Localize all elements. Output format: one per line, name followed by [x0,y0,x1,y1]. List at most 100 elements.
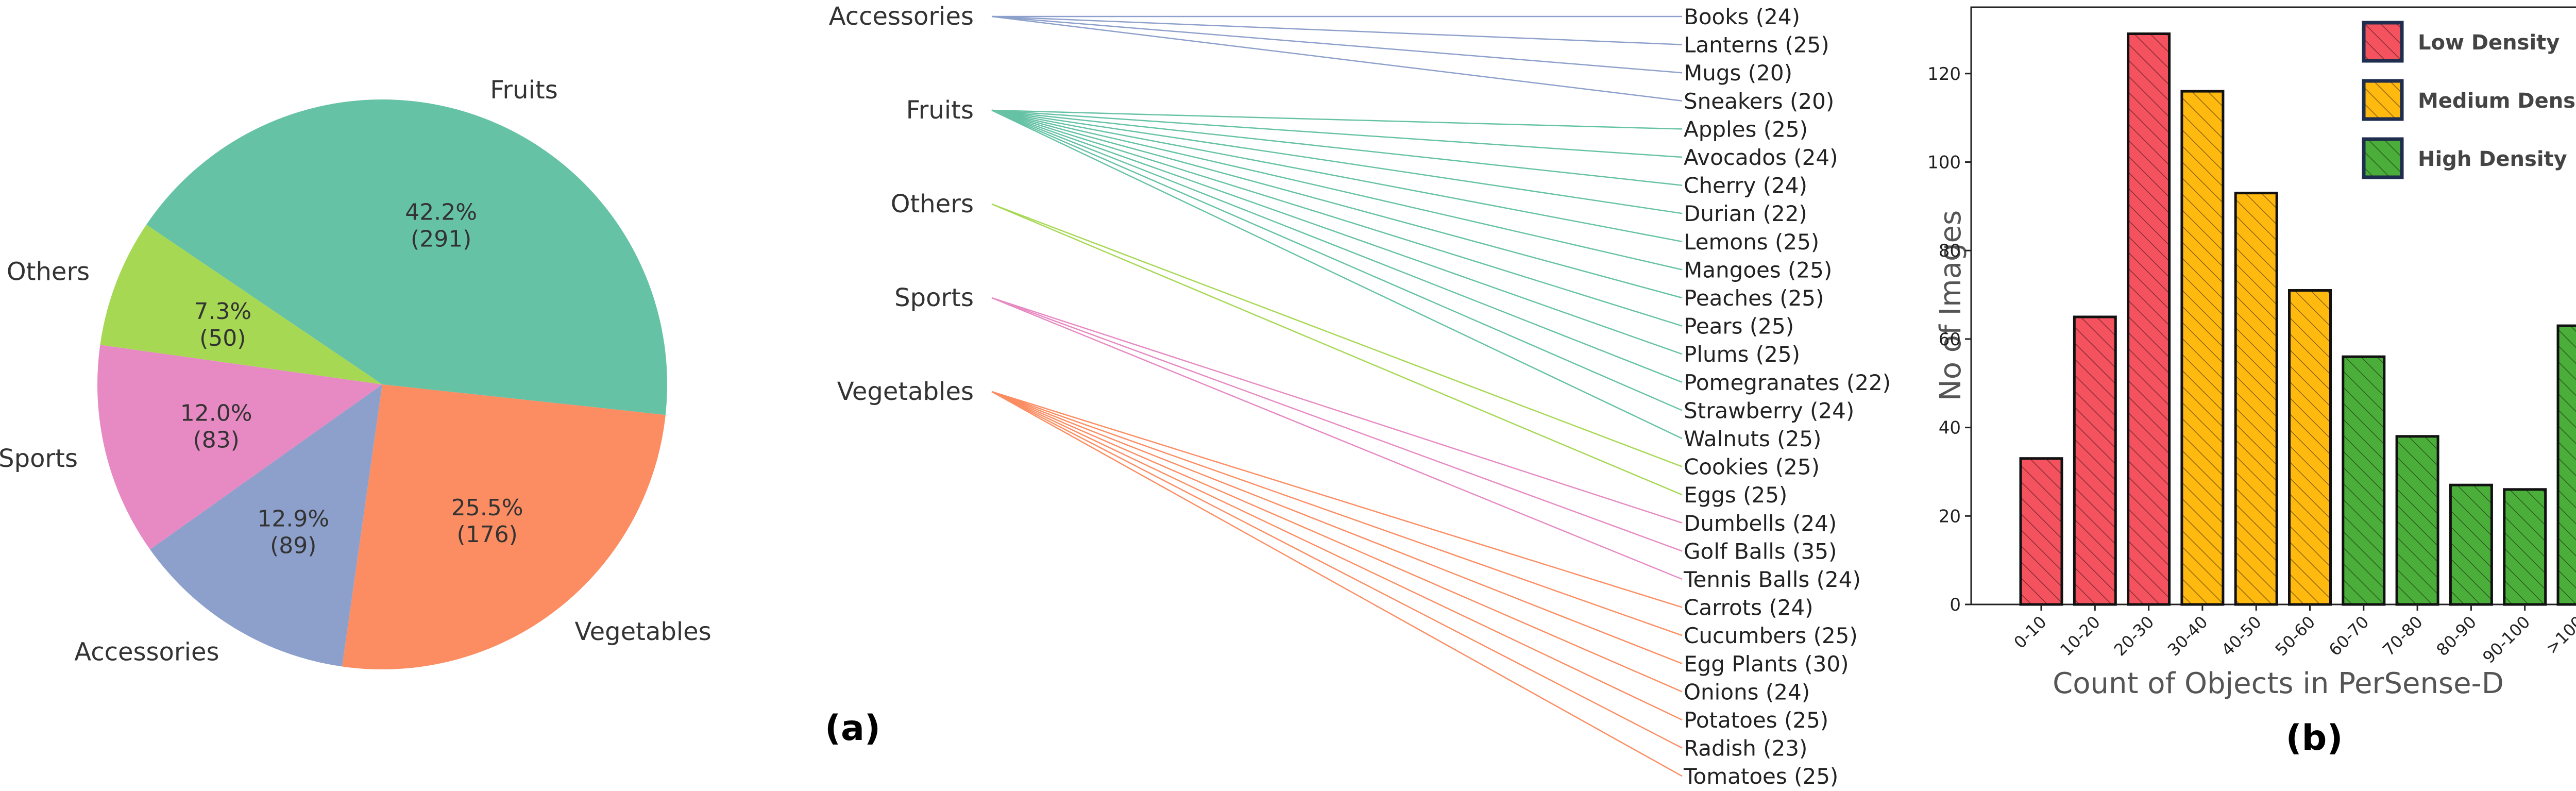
pie-percent-label-sports: 12.0% [180,400,252,427]
mapping-category-sports: Sports [894,283,974,312]
bar-60-70 [2342,355,2386,606]
x-tick-label-10-20: 10-20 [2056,612,2104,660]
x-tick-label-70-80: 70-80 [2379,612,2427,660]
pie-count-label-accessories: (89) [270,532,316,559]
pie-slice-fruits [146,99,667,415]
panel-label-b: (b) [2286,718,2343,759]
bar-100 [2556,324,2576,606]
mapping-item-potatoes-25: Potatoes (25) [1684,708,1828,733]
y-axis-label: No of Images [1934,210,1968,401]
mapping-item-eggs-25: Eggs (25) [1684,482,1787,508]
mapping-item-golf-balls-35: Golf Balls (35) [1684,538,1837,564]
mapping-link-durian-22 [991,109,1683,214]
mapping-item-durian-22: Durian (22) [1684,201,1807,226]
plot-area-frame [1970,6,2576,605]
pie-category-label-accessories: Accessories [74,638,219,667]
mapping-link-onions-24 [991,391,1683,693]
pie-percent-label-others: 7.3% [194,298,251,325]
density-legend: Low Density Medium Density High Density [2362,21,2576,179]
legend-label-medium: Medium Density [2418,89,2576,113]
mapping-item-strawberry-24: Strawberry (24) [1684,398,1854,423]
mapping-link-lanterns-25 [991,15,1683,45]
mapping-link-pomegranates-22 [991,109,1683,383]
mapping-item-cucumbers-25: Cucumbers (25) [1684,623,1858,648]
mapping-link-walnuts-25 [991,109,1683,440]
pie-count-label-vegetables: (176) [457,521,518,548]
mapping-link-apples-25 [991,109,1683,130]
pie-slice-vegetables [342,384,666,670]
pie-slice-accessories [150,384,382,667]
pie-percent-label-accessories: 12.9% [257,506,329,532]
mapping-category-others: Others [891,190,974,218]
pie-slice-others [100,224,383,384]
x-tick-label-0-10: 0-10 [2010,612,2050,652]
mapping-item-walnuts-25: Walnuts (25) [1684,426,1821,451]
mapping-category-fruits: Fruits [906,96,974,125]
mapping-item-pears-25: Pears (25) [1684,314,1794,339]
mapping-link-tomatoes-25 [991,391,1683,777]
bar-70-80 [2395,435,2439,606]
mapping-link-carrots-24 [991,391,1683,608]
bar-20-30 [2127,32,2171,606]
x-tick-label-40-50: 40-50 [2217,612,2265,660]
mapping-item-lemons-25: Lemons (25) [1684,229,1819,255]
mapping-category-accessories: Accessories [829,2,974,31]
pie-category-label-sports: Sports [0,444,78,473]
legend-swatch-medium [2362,79,2404,121]
y-tick-label: 100 [1927,152,1961,173]
mapping-link-potatoes-25 [991,391,1683,721]
x-tick-label-90-100: 90-100 [2479,612,2534,667]
mapping-link-golf-balls-35 [991,297,1683,552]
pie-category-label-fruits: Fruits [490,76,557,105]
mapping-link-egg-plants-30 [991,391,1683,664]
mapping-link-cookies-25 [991,203,1683,467]
mapping-item-cookies-25: Cookies (25) [1684,455,1820,480]
mapping-link-cucumbers-25 [991,391,1683,636]
legend-label-high: High Density [2418,147,2567,171]
mapping-item-pomegranates-22: Pomegranates (22) [1684,370,1891,395]
mapping-link-mugs-20 [991,15,1683,74]
mapping-item-tomatoes-25: Tomatoes (25) [1683,764,1838,789]
mapping-link-lemons-25 [991,109,1683,243]
x-tick-label-80-90: 80-90 [2432,612,2480,660]
legend-swatch-low [2362,21,2404,63]
object-count-histogram: No of Images Count of Objects in PerSens… [1927,6,2576,700]
mapping-item-mangoes-25: Mangoes (25) [1684,257,1832,282]
x-axis-label: Count of Objects in PerSense-D [2053,667,2504,700]
mapping-item-dumbells-24: Dumbells (24) [1684,511,1837,536]
bar-10-20 [2073,315,2117,606]
pie-category-label-vegetables: Vegetables [575,617,711,646]
mapping-link-avocados-24 [991,109,1683,158]
y-tick-label: 60 [1939,329,1961,350]
mapping-item-onions-24: Onions (24) [1684,679,1810,704]
mapping-link-plums-25 [991,109,1683,355]
mapping-link-mangoes-25 [991,109,1683,271]
mapping-link-cherry-24 [991,109,1683,186]
bar-90-100 [2503,488,2547,606]
pie-percent-label-vegetables: 25.5% [451,495,523,521]
bar-30-40 [2180,90,2225,606]
mapping-item-plums-25: Plums (25) [1684,342,1800,367]
pie-count-label-others: (50) [199,325,246,351]
mapping-link-radish-23 [991,391,1683,749]
mapping-link-peaches-25 [991,109,1683,299]
category-pie-chart: 42.2%(291) Fruits 25.5%(176) Vegetables 12.9… [0,76,711,670]
mapping-link-dumbells-24 [991,297,1683,524]
legend-swatch-high [2362,137,2404,179]
pie-count-label-sports: (83) [193,427,240,453]
mapping-link-strawberry-24 [991,109,1683,411]
bar-50-60 [2288,289,2332,606]
mapping-item-peaches-25: Peaches (25) [1684,285,1824,311]
y-tick-label: 20 [1939,506,1961,527]
pie-percent-label-fruits: 42.2% [405,199,477,226]
y-tick-label: 80 [1939,241,1961,261]
pie-slice-sports [97,345,382,550]
mapping-item-tennis-balls-24: Tennis Balls (24) [1683,567,1861,592]
x-tick-label-50-60: 50-60 [2272,612,2319,660]
x-tick-label-20-30: 20-30 [2110,612,2158,660]
x-tick-label-60-70: 60-70 [2325,612,2373,660]
pie-category-label-others: Others [7,258,90,287]
y-tick-label: 40 [1939,418,1961,439]
bar-80-90 [2449,483,2493,606]
mapping-item-cherry-24: Cherry (24) [1684,173,1807,198]
